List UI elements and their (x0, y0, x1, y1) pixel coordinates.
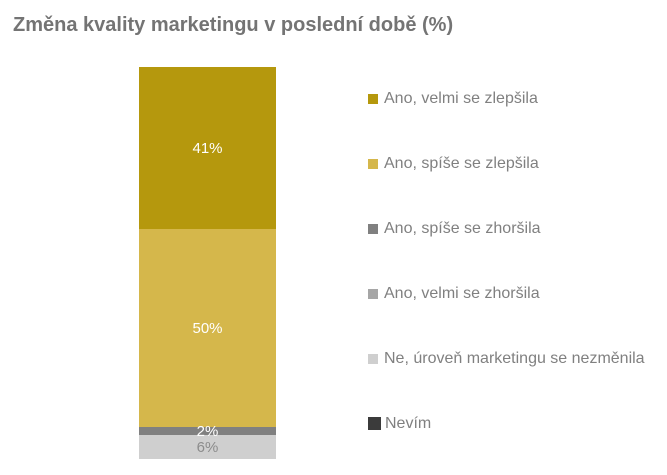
legend: Ano, velmi se zlepšila Ano, spíše se zlep… (368, 90, 645, 432)
legend-item-0: Ano, velmi se zlepšila (368, 90, 645, 107)
legend-item-5: Nevím (368, 415, 645, 432)
stacked-bar: 41% 50% 2% 6% (139, 67, 276, 459)
legend-label: Nevím (385, 414, 432, 432)
legend-label: Ne, úroveň marketingu se nezměnila (384, 349, 645, 367)
bar-segment-1: 50% (139, 229, 276, 427)
bar-segment-2: 2% (139, 424, 276, 439)
legend-swatch (368, 158, 378, 169)
legend-item-2: Ano, spíše se zhoršila (368, 220, 645, 237)
chart-title: Změna kvality marketingu v poslední době… (13, 14, 454, 36)
legend-label: Ano, spíše se zlepšila (384, 154, 539, 172)
bar-segment-0: 41% (139, 67, 276, 229)
legend-item-3: Ano, velmi se zhoršila (368, 285, 645, 302)
legend-label: Ano, velmi se zlepšila (384, 89, 538, 107)
legend-item-1: Ano, spíše se zlepšila (368, 155, 645, 172)
legend-swatch (368, 93, 378, 104)
legend-label: Ano, spíše se zhoršila (384, 219, 541, 237)
segment-data-label: 6% (196, 438, 219, 456)
legend-swatch (368, 417, 381, 430)
segment-data-label: 41% (192, 139, 223, 157)
bar-segment-4: 6% (139, 435, 276, 459)
legend-label: Ano, velmi se zhoršila (384, 284, 540, 302)
segment-data-label: 2% (196, 422, 219, 440)
legend-swatch (368, 288, 378, 299)
legend-swatch (368, 353, 378, 364)
legend-swatch (368, 223, 378, 234)
segment-data-label: 50% (192, 319, 223, 337)
legend-item-4: Ne, úroveň marketingu se nezměnila (368, 350, 645, 367)
